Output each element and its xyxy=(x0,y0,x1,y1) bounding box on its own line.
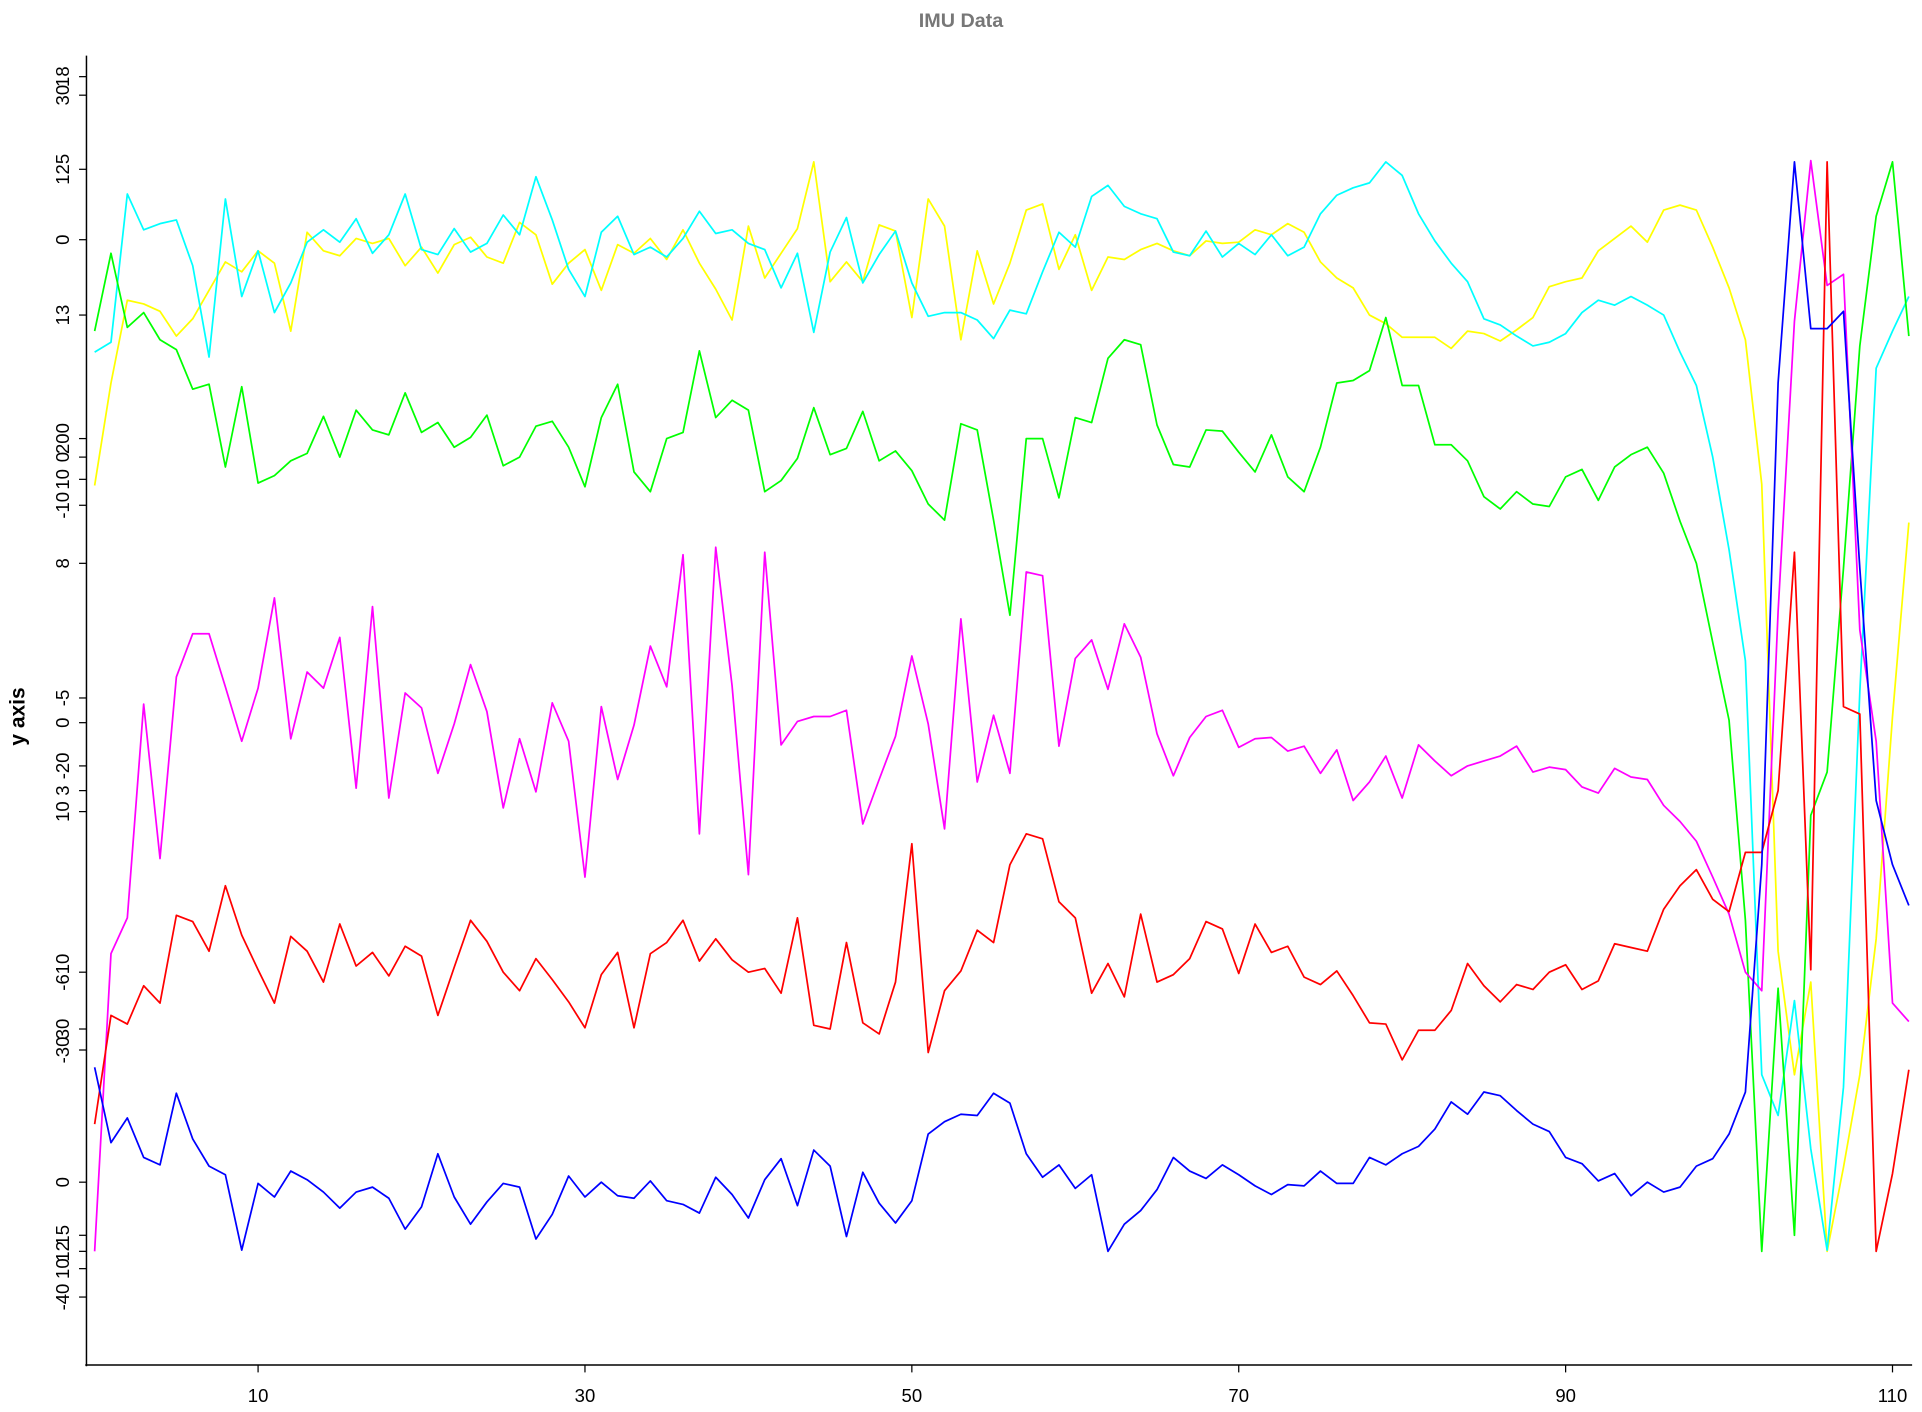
y-tick-label: -40 xyxy=(52,1284,73,1311)
y-tick-label: 18 xyxy=(52,66,73,87)
x-tick-label: 30 xyxy=(575,1385,596,1406)
y-tick-label: -10 xyxy=(52,492,73,519)
x-tick-label: 50 xyxy=(902,1385,923,1406)
y-tick-label: -20 xyxy=(52,753,73,780)
y-tick-label: -610 xyxy=(52,954,73,991)
series-line xyxy=(94,161,1910,1251)
y-tick-label: 125 xyxy=(52,154,73,185)
series-line xyxy=(93,161,1910,1253)
y-tick-label: 13 xyxy=(52,305,73,326)
series-line xyxy=(93,159,1910,1252)
y-tick-label: 15 xyxy=(52,1225,73,1246)
y-tick-label: 0 xyxy=(52,718,73,728)
y-tick-label: 10 xyxy=(52,801,73,822)
y-tick-label: 30 xyxy=(52,85,73,106)
y-tick-label: 30 xyxy=(52,1019,73,1040)
y-tick-label: 3 xyxy=(52,785,73,795)
y-axis-label: y axis xyxy=(7,687,30,745)
chart-title: IMU Data xyxy=(919,10,1005,32)
y-tick-label: 10 xyxy=(52,1258,73,1279)
y-tick-label: 200 xyxy=(52,423,73,454)
x-tick-label: 10 xyxy=(248,1385,269,1406)
y-tick-label: 0 xyxy=(52,1177,73,1187)
x-tick-label: 110 xyxy=(1878,1385,1908,1406)
y-tick-label: 0 xyxy=(52,452,73,462)
y-tick-label: -30 xyxy=(52,1037,73,1064)
series-line xyxy=(93,161,1910,1253)
y-tick-label: 0 xyxy=(52,235,73,245)
series-line xyxy=(93,161,1910,1253)
y-tick-label: 8 xyxy=(52,558,73,568)
y-tick-label: -5 xyxy=(52,690,73,706)
y-tick-label: 12 xyxy=(52,1241,73,1262)
x-tick-label: 70 xyxy=(1228,1385,1249,1406)
series-line xyxy=(93,161,1910,1253)
y-tick-label: 10 xyxy=(52,469,73,490)
x-tick-label: 90 xyxy=(1555,1385,1576,1406)
